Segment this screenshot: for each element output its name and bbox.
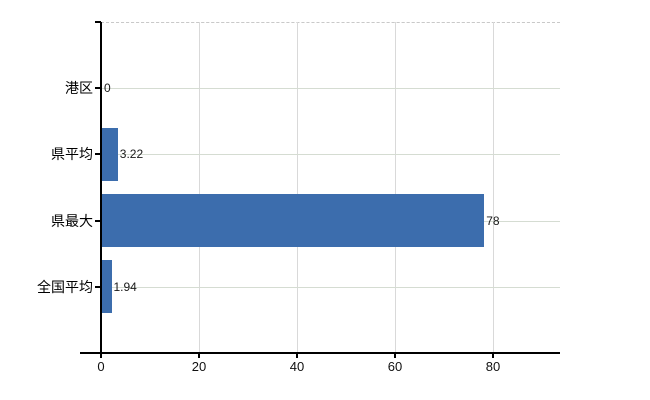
value-label: 3.22	[119, 147, 144, 162]
vertical-gridline	[199, 22, 200, 353]
value-label: 1.94	[113, 279, 137, 294]
x-axis-tick	[394, 353, 396, 358]
x-axis-tick-label: 0	[97, 359, 105, 374]
x-axis-tick-label: 20	[191, 359, 207, 374]
x-axis-tick	[296, 353, 298, 358]
category-label: 全国平均	[37, 278, 93, 295]
plot-top-border	[101, 22, 560, 23]
vertical-gridline	[395, 22, 396, 353]
value-label: 78	[486, 213, 500, 228]
y-axis-tick	[95, 219, 101, 222]
vertical-gridline	[493, 22, 494, 353]
y-axis-tick	[95, 21, 101, 23]
category-label: 県最大	[51, 212, 93, 229]
y-axis-tick	[95, 87, 101, 90]
bar	[102, 194, 485, 248]
vertical-gridline	[297, 22, 298, 353]
bar	[102, 127, 118, 181]
category-gridline	[101, 154, 560, 156]
category-label: 県平均	[51, 146, 93, 163]
x-axis-tick-label: 40	[289, 359, 305, 374]
x-axis-tick-label: 60	[387, 359, 403, 374]
x-axis-tick-label: 80	[485, 359, 501, 374]
x-axis-tick	[492, 353, 494, 358]
x-axis-tick	[100, 353, 102, 358]
bar	[102, 260, 112, 314]
category-label: 港区	[65, 80, 93, 97]
y-axis-tick	[95, 153, 101, 156]
category-gridline	[101, 88, 560, 90]
value-label: 0	[104, 81, 111, 96]
x-axis-tick	[198, 353, 200, 358]
y-axis-line	[100, 22, 102, 358]
y-axis-tick	[95, 285, 101, 288]
x-axis-line	[80, 352, 560, 354]
category-gridline	[101, 286, 560, 288]
